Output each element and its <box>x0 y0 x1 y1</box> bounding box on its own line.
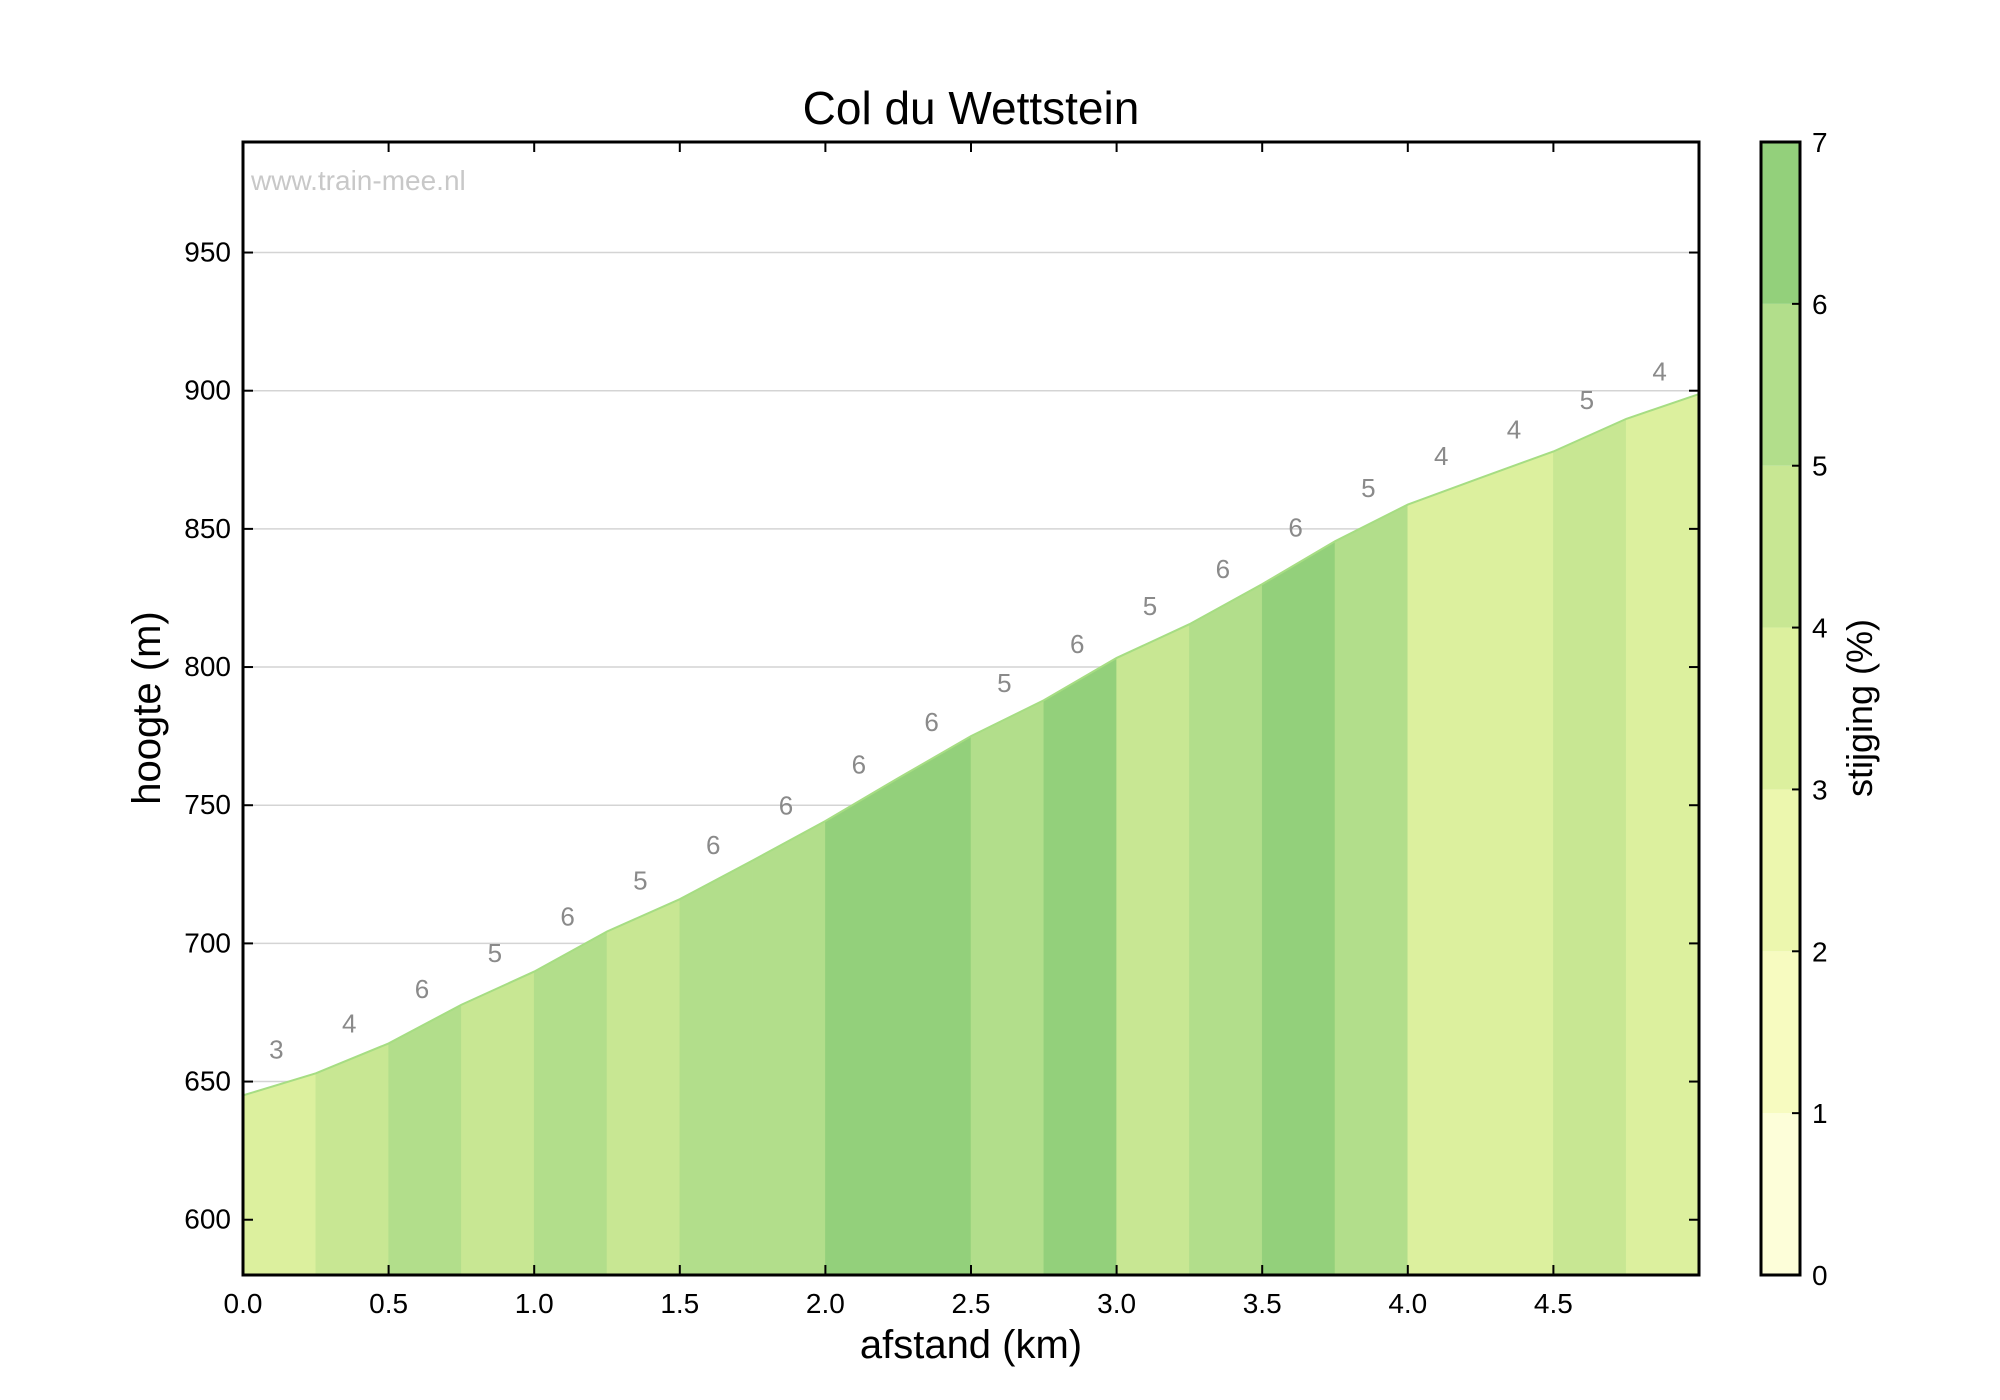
colorbar-band <box>1761 627 1800 790</box>
x-tick-label: 2.5 <box>952 1288 991 1319</box>
gradient-label: 5 <box>1580 385 1594 415</box>
gradient-label: 4 <box>342 1008 356 1038</box>
y-tick-label: 750 <box>184 789 231 820</box>
gradient-segment <box>897 735 972 1276</box>
gradient-label: 5 <box>633 865 647 895</box>
colorbar-tick-label: 3 <box>1812 774 1828 805</box>
chart-title: Col du Wettstein <box>803 82 1140 134</box>
gradient-label: 5 <box>1143 591 1157 621</box>
gradient-segment <box>1480 451 1554 1276</box>
gradient-segment <box>1261 540 1336 1276</box>
profile-line <box>242 393 1700 1097</box>
colorbar-tick-label: 7 <box>1812 127 1828 158</box>
gradient-segment <box>1553 418 1627 1276</box>
colorbar-frame <box>1759 140 1802 1277</box>
gradient-label: 6 <box>1216 554 1230 584</box>
colorbar-tick-label: 1 <box>1812 1098 1828 1129</box>
y-axis-label: hoogte (m) <box>125 611 169 804</box>
y-tick-label: 600 <box>184 1204 231 1235</box>
colorbar-band <box>1761 951 1800 1114</box>
gradient-label: 6 <box>1070 629 1084 659</box>
gradient-label: 5 <box>488 938 502 968</box>
x-tick-label: 3.5 <box>1243 1288 1282 1319</box>
gradient-segment <box>242 1072 317 1276</box>
gradient-label: 4 <box>1507 415 1521 445</box>
gradient-segment <box>1189 583 1263 1276</box>
gradient-label: 6 <box>560 902 574 932</box>
gradient-segment <box>1116 623 1190 1276</box>
colorbar-label: stijging (%) <box>1839 619 1880 797</box>
y-tick-label: 700 <box>184 927 231 958</box>
x-tick-label: 0.5 <box>369 1288 408 1319</box>
colorbar-band <box>1761 1113 1800 1275</box>
colorbar-band <box>1761 789 1800 952</box>
colorbar-tick-label: 4 <box>1812 613 1828 644</box>
y-tick-label: 800 <box>184 651 231 682</box>
x-tick-label: 3.0 <box>1097 1288 1136 1319</box>
gradient-label: 6 <box>706 830 720 860</box>
y-axis-ticks: 600 650 700 750 800 850 900 950 <box>184 237 1699 1235</box>
colorbar-band <box>1761 303 1800 466</box>
colorbar: 0 1 2 3 4 5 6 7 <box>1759 127 1828 1291</box>
gradient-label: 5 <box>1361 473 1375 503</box>
colorbar-tick-label: 2 <box>1812 936 1828 967</box>
x-tick-label: 1.0 <box>515 1288 554 1319</box>
gradient-segments <box>242 393 1700 1276</box>
x-tick-label: 1.5 <box>660 1288 699 1319</box>
y-tick-label: 900 <box>184 375 231 406</box>
gradient-segment <box>388 1004 462 1276</box>
gradient-label: 6 <box>924 707 938 737</box>
gradient-segment <box>752 820 826 1276</box>
gradient-segment <box>461 971 535 1276</box>
gradient-label: 6 <box>415 974 429 1004</box>
colorbar-tick-label: 6 <box>1812 289 1828 320</box>
gradient-label: 5 <box>997 668 1011 698</box>
gradient-segment <box>533 931 608 1276</box>
gradient-label: 6 <box>852 750 866 780</box>
gradient-segment <box>1334 504 1409 1276</box>
gradient-label: 4 <box>1434 441 1448 471</box>
y-tick-label: 850 <box>184 513 231 544</box>
gradient-segment <box>1407 477 1481 1276</box>
gradient-segment <box>606 898 681 1276</box>
gradient-segment <box>825 777 899 1276</box>
x-tick-label: 0.0 <box>224 1288 263 1319</box>
gradient-segment <box>315 1043 389 1276</box>
colorbar-band <box>1761 142 1800 304</box>
y-tick-label: 650 <box>184 1066 231 1097</box>
gradient-label: 6 <box>1288 513 1302 543</box>
x-tick-label: 2.0 <box>806 1288 845 1319</box>
gradient-label: 3 <box>269 1034 283 1064</box>
watermark: www.train-mee.nl <box>250 165 466 196</box>
gradient-segment <box>679 860 753 1276</box>
x-tick-label: 4.5 <box>1534 1288 1573 1319</box>
x-axis-label: afstand (km) <box>860 1323 1082 1367</box>
gradient-label: 4 <box>1652 356 1666 386</box>
y-tick-label: 950 <box>184 237 231 268</box>
x-tick-label: 4.0 <box>1388 1288 1427 1319</box>
gradient-labels: 3 4 6 5 6 5 6 6 6 6 5 6 5 6 6 5 4 4 5 4 <box>269 356 1667 1064</box>
gradient-segment <box>970 699 1045 1276</box>
gradient-segment <box>1043 657 1117 1276</box>
colorbar-tick-label: 0 <box>1812 1260 1828 1291</box>
gradient-label: 6 <box>779 791 793 821</box>
colorbar-tick-label: 5 <box>1812 451 1828 482</box>
gradient-segment <box>1625 393 1700 1276</box>
x-axis-ticks: 0.0 0.5 1.0 1.5 2.0 2.5 3.0 3.5 4.0 4.5 <box>224 142 1573 1319</box>
colorbar-band <box>1761 465 1800 628</box>
